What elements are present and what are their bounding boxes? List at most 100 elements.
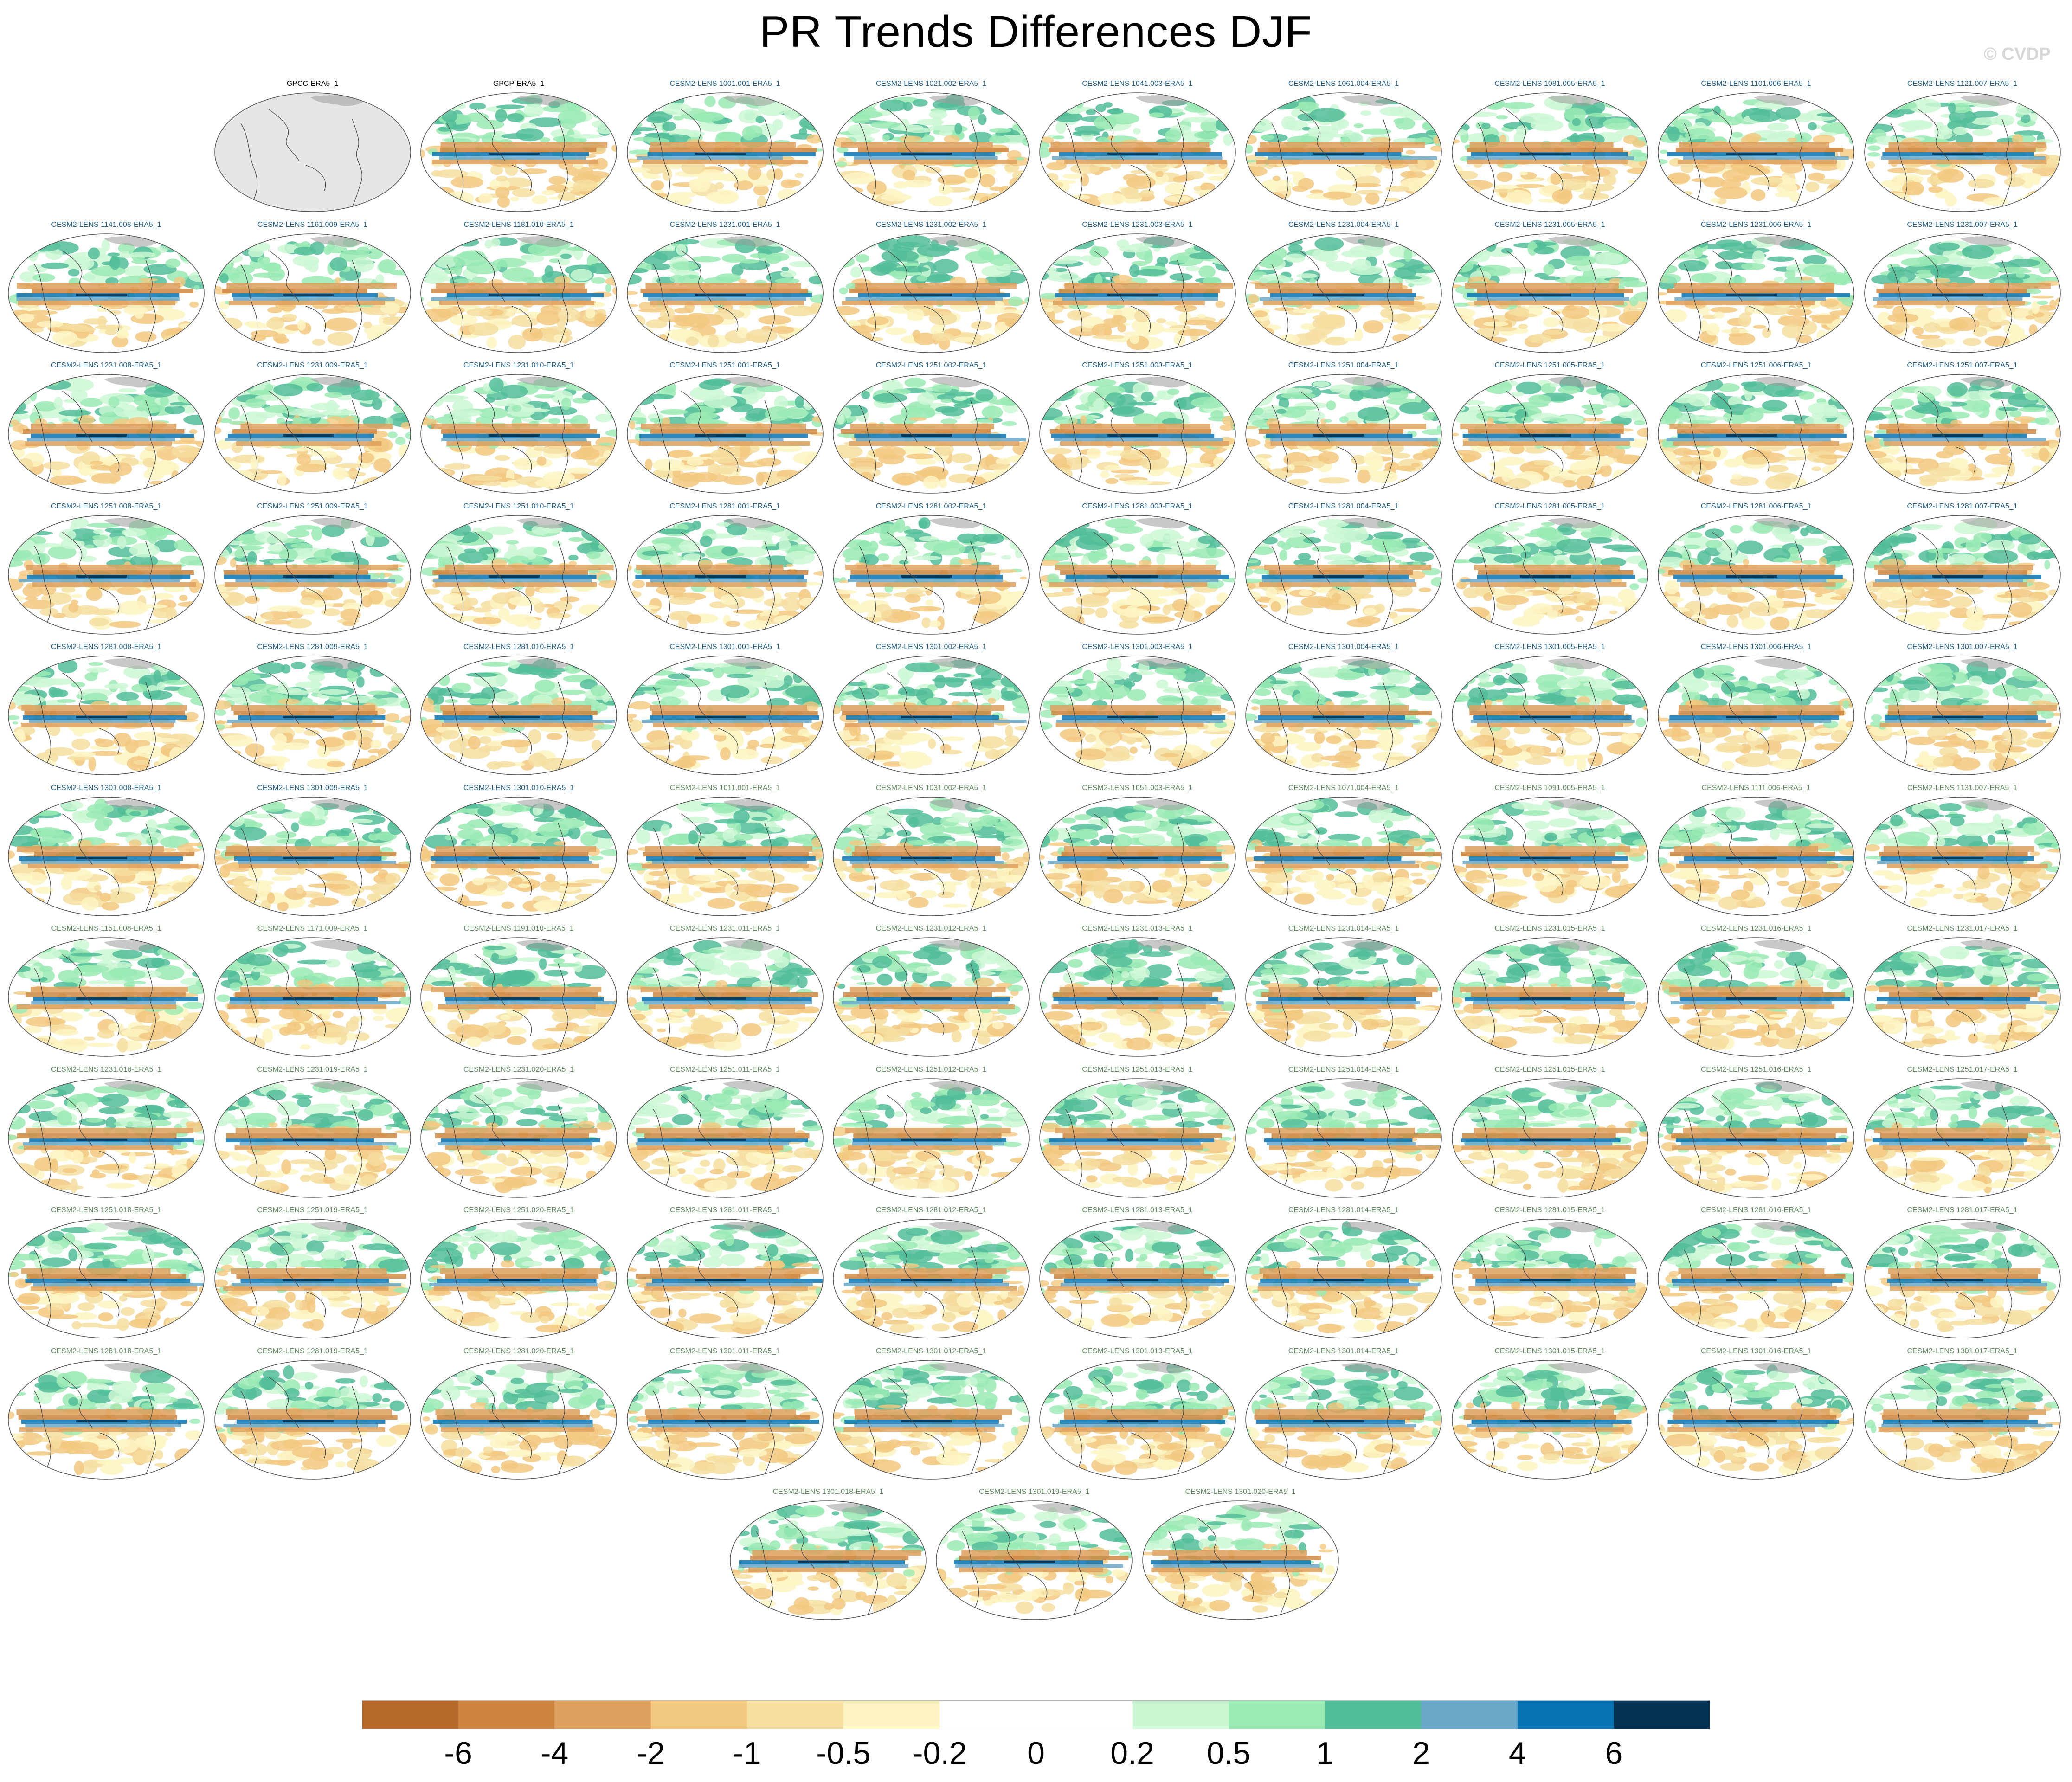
- map-panel: GPCC-ERA5_1: [213, 80, 412, 214]
- panel-title: CESM2-LENS 1281.007-ERA5_1: [1907, 502, 2018, 510]
- map-panel: CESM2-LENS 1001.001-ERA5_1: [625, 80, 825, 214]
- map-panel: CESM2-LENS 1231.004-ERA5_1: [1244, 221, 1443, 355]
- global-map: [833, 1078, 1030, 1198]
- panel-title: CESM2-LENS 1231.015-ERA5_1: [1494, 925, 1605, 933]
- map-panel: CESM2-LENS 1231.016-ERA5_1: [1656, 925, 1856, 1059]
- figure-title: PR Trends Differences DJF: [759, 7, 1313, 57]
- global-map: [214, 92, 411, 212]
- map-panel: CESM2-LENS 1301.001-ERA5_1: [625, 643, 825, 778]
- map-panel: CESM2-LENS 1051.003-ERA5_1: [1038, 784, 1237, 919]
- map-panel: CESM2-LENS 1301.006-ERA5_1: [1656, 643, 1856, 778]
- global-map: [1142, 1500, 1339, 1620]
- global-map: [1039, 515, 1236, 635]
- panel-title: CESM2-LENS 1301.014-ERA5_1: [1288, 1347, 1399, 1355]
- panel-title: CESM2-LENS 1301.009-ERA5_1: [257, 784, 368, 792]
- map-panel: CESM2-LENS 1021.002-ERA5_1: [831, 80, 1031, 214]
- panel-title: CESM2-LENS 1251.001-ERA5_1: [669, 361, 780, 369]
- map-panel: CESM2-LENS 1251.020-ERA5_1: [419, 1206, 618, 1341]
- panel-title: CESM2-LENS 1191.010-ERA5_1: [463, 925, 574, 933]
- map-panel: CESM2-LENS 1281.009-ERA5_1: [213, 643, 412, 778]
- map-panel: CESM2-LENS 1231.006-ERA5_1: [1656, 221, 1856, 355]
- colorbar-swatch: [362, 1700, 459, 1729]
- map-panel: CESM2-LENS 1251.008-ERA5_1: [6, 502, 206, 637]
- map-panel: CESM2-LENS 1251.005-ERA5_1: [1450, 361, 1650, 496]
- map-panel: CESM2-LENS 1281.003-ERA5_1: [1038, 502, 1237, 637]
- panel-title: CESM2-LENS 1281.012-ERA5_1: [875, 1206, 987, 1214]
- global-map: [1658, 656, 1854, 775]
- colorbar-swatch: [1421, 1700, 1518, 1729]
- global-map: [214, 796, 411, 916]
- panel-title: CESM2-LENS 1281.016-ERA5_1: [1700, 1206, 1812, 1214]
- panel-title: CESM2-LENS 1131.007-ERA5_1: [1907, 784, 2018, 792]
- map-panel: CESM2-LENS 1281.005-ERA5_1: [1450, 502, 1650, 637]
- map-panel: CESM2-LENS 1251.002-ERA5_1: [831, 361, 1031, 496]
- panel-title: CESM2-LENS 1251.009-ERA5_1: [257, 502, 368, 510]
- map-panel: CESM2-LENS 1301.002-ERA5_1: [831, 643, 1031, 778]
- map-panel: CESM2-LENS 1231.019-ERA5_1: [213, 1066, 412, 1200]
- global-map: [1039, 374, 1236, 494]
- global-map: [626, 1078, 824, 1198]
- map-panel: CESM2-LENS 1281.001-ERA5_1: [625, 502, 825, 637]
- panel-title: CESM2-LENS 1301.017-ERA5_1: [1907, 1347, 2018, 1355]
- global-map: [1864, 92, 2061, 212]
- panel-title: CESM2-LENS 1251.016-ERA5_1: [1700, 1065, 1812, 1074]
- global-map: [626, 233, 824, 353]
- colorbar-swatch: [1325, 1700, 1422, 1729]
- map-panel: CESM2-LENS 1301.017-ERA5_1: [1863, 1347, 2062, 1482]
- panel-title: CESM2-LENS 1301.018-ERA5_1: [772, 1488, 883, 1496]
- panel-title: CESM2-LENS 1301.013-ERA5_1: [1082, 1347, 1193, 1355]
- panel-title: CESM2-LENS 1061.004-ERA5_1: [1288, 80, 1399, 88]
- colorbar-swatch: [747, 1700, 844, 1729]
- global-map: [1245, 374, 1442, 494]
- global-map: [1245, 937, 1442, 1057]
- map-panel: CESM2-LENS 1251.011-ERA5_1: [625, 1066, 825, 1200]
- map-panel: CESM2-LENS 1141.008-ERA5_1: [6, 221, 206, 355]
- global-map: [8, 1078, 205, 1198]
- panel-title: CESM2-LENS 1251.008-ERA5_1: [51, 502, 162, 510]
- global-map: [1039, 1078, 1236, 1198]
- panel-title: CESM2-LENS 1281.002-ERA5_1: [875, 502, 987, 510]
- panel-title: CESM2-LENS 1091.005-ERA5_1: [1494, 784, 1605, 792]
- panel-title: CESM2-LENS 1281.006-ERA5_1: [1700, 502, 1812, 510]
- global-map: [8, 515, 205, 635]
- global-map: [1658, 1078, 1854, 1198]
- global-map: [8, 796, 205, 916]
- map-panel: CESM2-LENS 1251.018-ERA5_1: [6, 1206, 206, 1341]
- panel-title: CESM2-LENS 1051.003-ERA5_1: [1082, 784, 1193, 792]
- panel-title: CESM2-LENS 1231.003-ERA5_1: [1082, 220, 1193, 229]
- global-map: [626, 656, 824, 775]
- map-panel: CESM2-LENS 1231.002-ERA5_1: [831, 221, 1031, 355]
- global-map: [1864, 374, 2061, 494]
- colorbar-tick-label: 1: [1316, 1736, 1334, 1771]
- panel-title: CESM2-LENS 1281.011-ERA5_1: [669, 1206, 780, 1214]
- panel-title: CESM2-LENS 1251.020-ERA5_1: [463, 1206, 574, 1214]
- map-panel: CESM2-LENS 1231.015-ERA5_1: [1450, 925, 1650, 1059]
- panel-title: CESM2-LENS 1031.002-ERA5_1: [875, 784, 987, 792]
- panel-title: CESM2-LENS 1151.008-ERA5_1: [51, 925, 161, 933]
- global-map: [420, 1219, 617, 1338]
- panel-title: CESM2-LENS 1301.020-ERA5_1: [1185, 1488, 1296, 1496]
- global-map: [420, 1078, 617, 1198]
- global-map: [833, 1359, 1030, 1480]
- panel-title: CESM2-LENS 1081.005-ERA5_1: [1494, 80, 1605, 88]
- global-map: [1245, 1078, 1442, 1198]
- panel-title: CESM2-LENS 1231.017-ERA5_1: [1907, 925, 2018, 933]
- global-map: [833, 937, 1030, 1057]
- map-panel: CESM2-LENS 1301.011-ERA5_1: [625, 1347, 825, 1482]
- panel-title: CESM2-LENS 1281.018-ERA5_1: [51, 1347, 162, 1355]
- global-map: [8, 1359, 205, 1480]
- global-map: [8, 1219, 205, 1338]
- global-map: [420, 92, 617, 212]
- map-panel: CESM2-LENS 1281.019-ERA5_1: [213, 1347, 412, 1482]
- colorbar-tick-label: -1: [733, 1736, 761, 1771]
- panel-title: CESM2-LENS 1301.005-ERA5_1: [1494, 643, 1605, 651]
- map-panel: CESM2-LENS 1301.014-ERA5_1: [1244, 1347, 1443, 1482]
- panel-title: CESM2-LENS 1301.015-ERA5_1: [1494, 1347, 1605, 1355]
- global-map: [626, 92, 824, 212]
- global-map: [8, 233, 205, 353]
- panel-title: CESM2-LENS 1231.011-ERA5_1: [669, 925, 780, 933]
- colorbar-swatch: [843, 1700, 940, 1729]
- map-panel: CESM2-LENS 1251.006-ERA5_1: [1656, 361, 1856, 496]
- map-panel: CESM2-LENS 1251.004-ERA5_1: [1244, 361, 1443, 496]
- panel-title: CESM2-LENS 1231.005-ERA5_1: [1494, 220, 1605, 229]
